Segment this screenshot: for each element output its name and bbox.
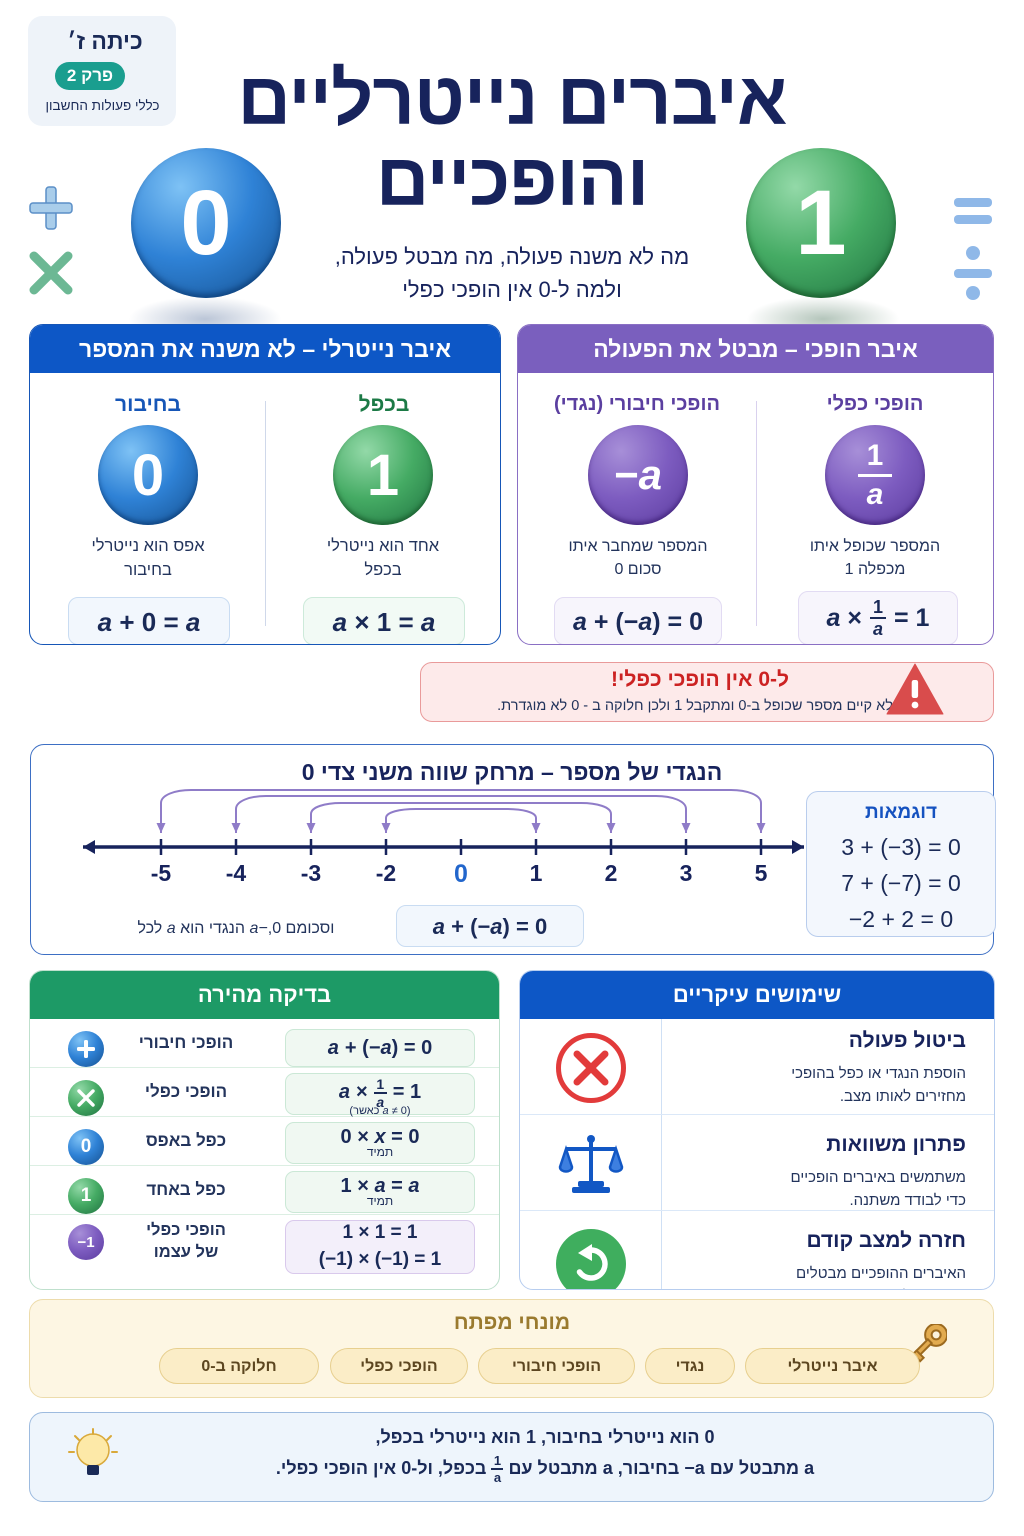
svg-text:-3: -3 [301,860,321,886]
svg-text:3: 3 [680,860,693,886]
svg-text:1: 1 [530,860,543,886]
svg-text:0: 0 [454,860,468,888]
svg-text:2: 2 [605,860,618,886]
svg-text:-5: -5 [151,860,172,886]
svg-text:-4: -4 [226,860,247,886]
svg-text:-2: -2 [376,860,396,886]
svg-text:5: 5 [755,860,768,886]
